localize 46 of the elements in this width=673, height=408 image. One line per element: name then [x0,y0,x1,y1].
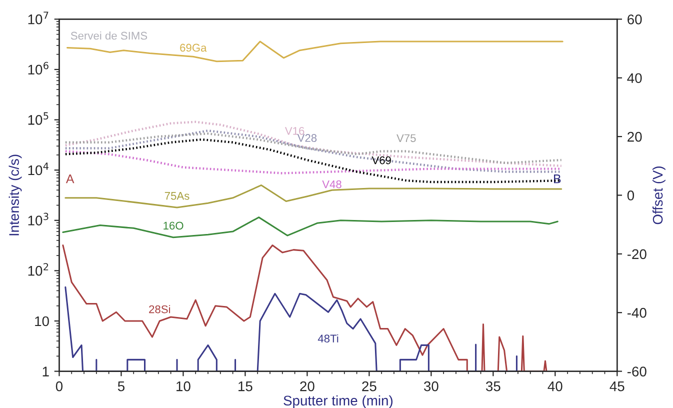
y2-tick-label: 0 [627,190,634,200]
x-axis-title: Sputter time (min) [284,395,393,408]
x-tick-label: 30 [424,381,438,392]
annotation: Servei de SIMS [70,32,148,40]
series-label: V16 [284,126,304,135]
line-series [64,150,562,174]
y2-axis-title: Offset (V) [652,166,666,224]
series-label: 16O [164,222,184,230]
y-tick-label: 10$^{4}$ [28,162,48,176]
y-tick-label: 10$^{5}$ [28,112,48,125]
series-label: V75 [396,134,416,142]
series-label: V28 [297,134,317,142]
line-series [66,40,564,62]
x-tick-label: 35 [486,381,500,392]
y2-tick-label: -20 [627,249,646,260]
series-label: 48Ti [318,334,338,343]
series-label: 28Si [149,305,170,314]
x-tick-label: 25 [362,381,376,392]
line-series [62,216,558,238]
y2-tick-label: -60 [627,366,646,376]
y-tick-label: 10$^{6}$ [28,62,48,75]
y-tick-label: 10 [35,316,49,326]
y2-tick-label: -40 [627,308,646,318]
line-series [64,120,562,167]
x-tick-label: 15 [238,382,252,392]
y-tick-label: 1 [42,366,49,376]
annotation: B [554,174,561,184]
series-label: V69 [372,156,391,164]
y2-tick-label: 40 [627,73,642,84]
x-tick-label: 5 [118,382,124,392]
y-tick-label: 10$^{3}$ [28,212,48,226]
series-label: 69Ga [180,44,207,52]
y-tick-label: 10$^{2}$ [28,263,48,276]
y-tick-label: 10$^{7}$ [28,12,48,24]
x-tick-label: 10 [176,381,190,392]
annotation: A [66,174,74,184]
y2-tick-label: 60 [628,14,642,24]
y-axis-title: Intensity (c/s) [8,154,22,236]
y2-tick-label: 20 [628,132,642,142]
x-tick-label: 40 [548,381,562,392]
line-series [62,244,548,372]
x-tick-label: 0 [56,381,63,392]
x-tick-label: 20 [300,381,314,392]
x-tick-label: 45 [610,382,624,392]
series-label: V48 [322,180,342,188]
series-label: 75As [164,192,190,200]
